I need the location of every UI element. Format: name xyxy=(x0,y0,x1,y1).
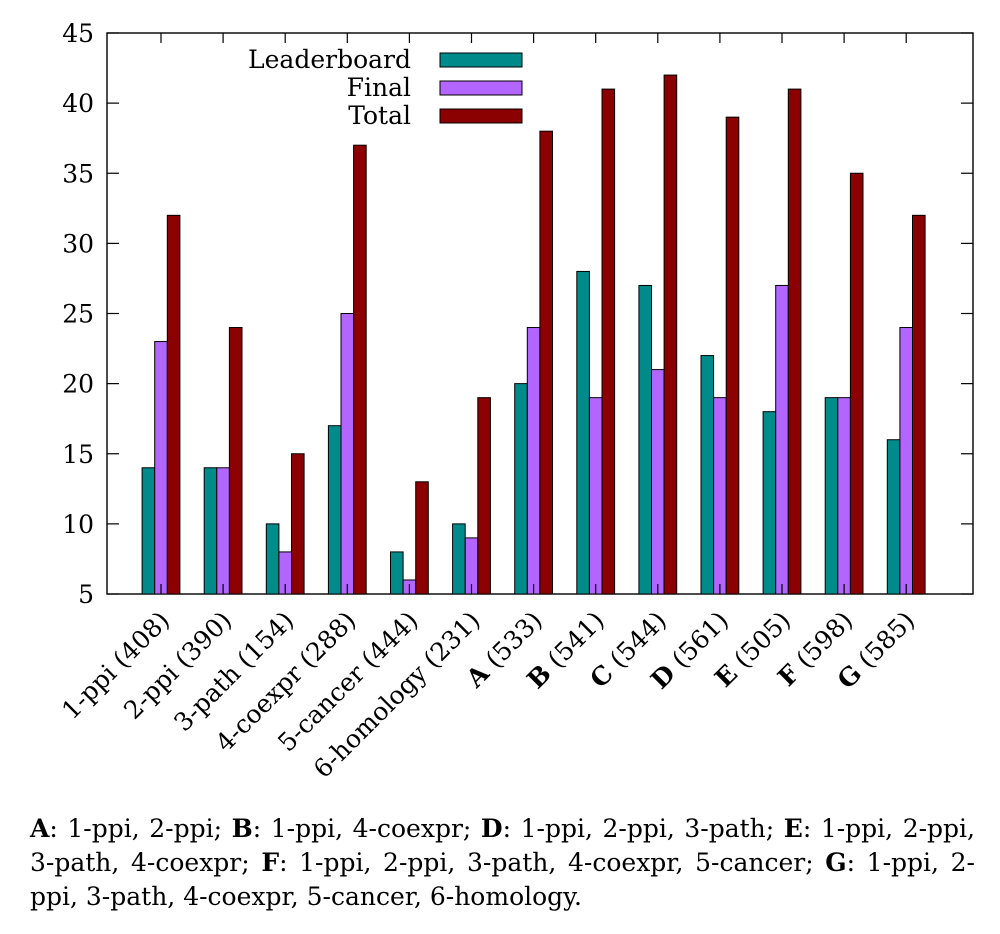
bar-leaderboard xyxy=(265,523,280,595)
legend-label-total: Total xyxy=(348,101,411,130)
bar-leaderboard xyxy=(452,523,466,595)
y-tick-label: 35 xyxy=(62,159,94,188)
legend-swatch-leaderboard xyxy=(439,52,523,68)
bar-total xyxy=(353,144,367,595)
bar-final xyxy=(588,397,603,595)
caption-key: A xyxy=(30,814,50,843)
caption-text: : 1-ppi, 2-ppi, 3-path, 4-coexpr, 5-canc… xyxy=(30,848,975,911)
bar-total xyxy=(291,453,305,595)
caption-text: : 1-ppi, 2-ppi; xyxy=(49,814,232,843)
y-tick-label: 45 xyxy=(62,19,94,48)
y-tick-label: 10 xyxy=(62,510,94,539)
bar-final xyxy=(899,327,914,595)
legend-swatch-total xyxy=(439,108,523,124)
bar-leaderboard xyxy=(141,467,156,595)
bar-final xyxy=(216,467,230,595)
caption-text: : 1-ppi, 2-ppi, 3-path; xyxy=(502,814,784,843)
bar-leaderboard xyxy=(824,397,839,595)
bar-leaderboard xyxy=(390,551,404,595)
y-tick-label: 5 xyxy=(78,580,94,609)
legend-swatch-final xyxy=(439,80,523,96)
bar-leaderboard xyxy=(762,411,777,595)
caption-text: : 1-ppi, 2-ppi, 3-path, 4-coexpr, 5-canc… xyxy=(279,848,826,877)
figure-caption: A: 1-ppi, 2-ppi; B: 1-ppi, 4-coexpr; D: … xyxy=(30,812,975,914)
bar-total xyxy=(787,88,802,595)
y-tick-label: 30 xyxy=(62,229,94,258)
bar-total xyxy=(539,130,554,595)
legend-label-leaderboard: Leaderboard xyxy=(248,45,411,74)
caption-key: B xyxy=(231,814,253,843)
y-tick-label: 25 xyxy=(62,300,94,329)
bar-total xyxy=(477,397,491,595)
bar-final xyxy=(775,284,789,595)
caption-key: E xyxy=(783,814,803,843)
bar-leaderboard xyxy=(638,284,653,595)
y-tick-label: 15 xyxy=(62,440,94,469)
bar-final xyxy=(837,397,851,595)
bar-leaderboard xyxy=(700,355,715,595)
bar-total xyxy=(725,116,740,595)
caption-key: D xyxy=(480,814,503,843)
bar-leaderboard xyxy=(886,439,901,595)
bar-final xyxy=(340,313,355,595)
bar-leaderboard xyxy=(576,270,590,595)
bar-total xyxy=(663,74,678,595)
caption-key: G xyxy=(825,848,847,877)
bar-total xyxy=(228,327,243,595)
caption-text: : 1-ppi, 4-coexpr; xyxy=(252,814,481,843)
bar-total xyxy=(912,214,926,595)
bar-leaderboard xyxy=(327,425,342,595)
bar-final xyxy=(713,397,727,595)
bar-leaderboard xyxy=(514,383,528,595)
caption-text: : 1-ppi, 2-ppi, 3-path, 4-coexpr; xyxy=(30,814,976,877)
bar-total xyxy=(849,172,864,595)
plot-area xyxy=(106,32,974,595)
bar-final xyxy=(651,369,665,595)
legend-label-final: Final xyxy=(347,73,411,102)
bar-final xyxy=(526,327,541,595)
bar-total xyxy=(601,88,616,595)
y-axis: 5 10 15 20 25 30 35 40 45 xyxy=(62,19,973,609)
y-tick-label: 40 xyxy=(62,89,94,118)
bar-leaderboard xyxy=(203,467,218,595)
bar-final xyxy=(154,341,168,595)
bar-total xyxy=(166,214,181,595)
caption-key: F xyxy=(261,848,280,877)
bar-total xyxy=(415,481,429,595)
y-tick-label: 20 xyxy=(62,370,94,399)
